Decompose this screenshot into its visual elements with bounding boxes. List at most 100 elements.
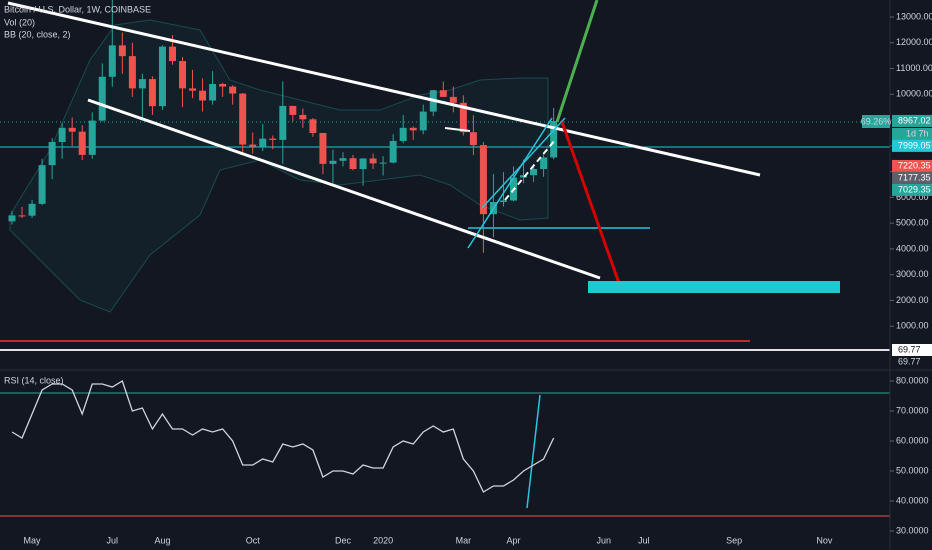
candle-body	[88, 120, 96, 155]
candle-body	[179, 61, 187, 89]
volume-tag	[892, 344, 932, 356]
price-tag-label: 7177.35	[898, 172, 931, 182]
candle-body	[8, 215, 16, 222]
x-tick-label: 2020	[373, 535, 393, 545]
y-tick-label: 10000.00	[896, 89, 932, 99]
x-tick-label: Oct	[246, 535, 261, 545]
candle-body	[98, 76, 106, 121]
candle-body	[550, 120, 558, 158]
price-tag-label: 7999.05	[898, 140, 931, 150]
candle-body	[18, 215, 26, 217]
volume-tag-label: 69.77	[898, 344, 921, 354]
y-tick-label: 2000.00	[896, 295, 929, 305]
price-tag	[892, 114, 932, 127]
y-tick-label: 11000.00	[896, 63, 932, 73]
candle-body	[389, 140, 397, 163]
candle-body	[279, 105, 287, 140]
x-tick-label: May	[24, 535, 42, 545]
y-tick-label: 70.0000	[896, 405, 929, 415]
candle-body	[479, 145, 487, 215]
candle-body	[219, 84, 227, 87]
candle-body	[319, 132, 327, 164]
candle-body	[239, 93, 247, 145]
candle-body	[409, 127, 417, 131]
trendline	[444, 127, 471, 132]
price-tag	[892, 183, 932, 196]
candle-body	[530, 169, 538, 176]
indicator-label: BB (20, close, 2)	[4, 29, 71, 39]
x-tick-label: Apr	[506, 535, 520, 545]
candle-body	[68, 127, 76, 132]
price-tag-label: 8967.02	[898, 115, 931, 125]
candle-body	[148, 79, 156, 107]
candle-body	[118, 45, 126, 57]
price-tag	[892, 139, 932, 152]
candle-body	[269, 138, 277, 140]
channel-line	[481, 117, 566, 209]
y-tick-label: 13000.00	[896, 11, 932, 21]
countdown-tag	[892, 128, 932, 140]
y-tick-label: 6000.00	[896, 192, 929, 202]
candle-body	[249, 144, 257, 147]
price-tag-label: 7220.35	[898, 160, 931, 170]
channel-line	[467, 117, 553, 249]
y-tick-label: 3000.00	[896, 269, 929, 279]
candle-body	[209, 84, 217, 101]
trendline	[7, 1, 761, 177]
y-tick-label: 40.0000	[896, 495, 929, 505]
candle-body	[259, 138, 267, 147]
x-tick-label: Sep	[726, 535, 742, 545]
y-tick-label: 12000.00	[896, 37, 932, 47]
candle-body	[329, 160, 337, 164]
candle-body	[369, 158, 377, 164]
candle-body	[229, 86, 237, 94]
candle-body	[289, 105, 297, 115]
price-tag	[892, 159, 932, 172]
y-tick-label: 80.0000	[896, 375, 929, 385]
y-tick-label: 4000.00	[896, 243, 929, 253]
price-tag-label: 7029.35	[898, 184, 931, 194]
candle-body	[78, 131, 86, 155]
candle-body	[168, 46, 176, 62]
rsi-trendline	[526, 394, 541, 509]
candle-body	[459, 102, 467, 133]
rsi-line	[11, 380, 555, 493]
candle-body	[359, 158, 367, 170]
candle-body	[339, 158, 347, 161]
projection-up	[555, 0, 599, 123]
volume-tag-label: 69.77	[898, 356, 921, 366]
countdown: 1d 7h	[906, 128, 929, 138]
x-tick-label: Mar	[456, 535, 472, 545]
candle-body	[399, 127, 407, 141]
y-tick-label: 60.0000	[896, 435, 929, 445]
x-tick-label: Nov	[816, 535, 833, 545]
candle-body	[379, 162, 387, 164]
candle-body	[439, 90, 447, 97]
candle-body	[108, 45, 116, 77]
candle-body	[189, 88, 197, 91]
candle-body	[499, 200, 507, 203]
projection-down	[560, 121, 622, 287]
y-tick-label: 30.0000	[896, 525, 929, 535]
x-tick-label: Jun	[597, 535, 612, 545]
y-tick-label: 5000.00	[896, 218, 929, 228]
y-tick-label: 50.0000	[896, 465, 929, 475]
channel-line	[504, 139, 556, 201]
indicator-label: Vol (20)	[4, 17, 35, 27]
candles	[8, 0, 558, 253]
candle-body	[349, 158, 357, 170]
x-tick-label: Jul	[107, 535, 119, 545]
y-tick-label: 1000.00	[896, 321, 929, 331]
chart-title: Bitcoin / U.S. Dollar, 1W, COINBASE	[4, 4, 151, 14]
candle-body	[128, 56, 136, 89]
trendline	[87, 98, 601, 280]
candle-body	[309, 119, 317, 133]
change-label: 69.26%	[861, 116, 892, 126]
candle-body	[540, 157, 548, 170]
x-tick-label: Aug	[154, 535, 170, 545]
candle-body	[138, 79, 146, 89]
x-tick-label: Jul	[638, 535, 650, 545]
